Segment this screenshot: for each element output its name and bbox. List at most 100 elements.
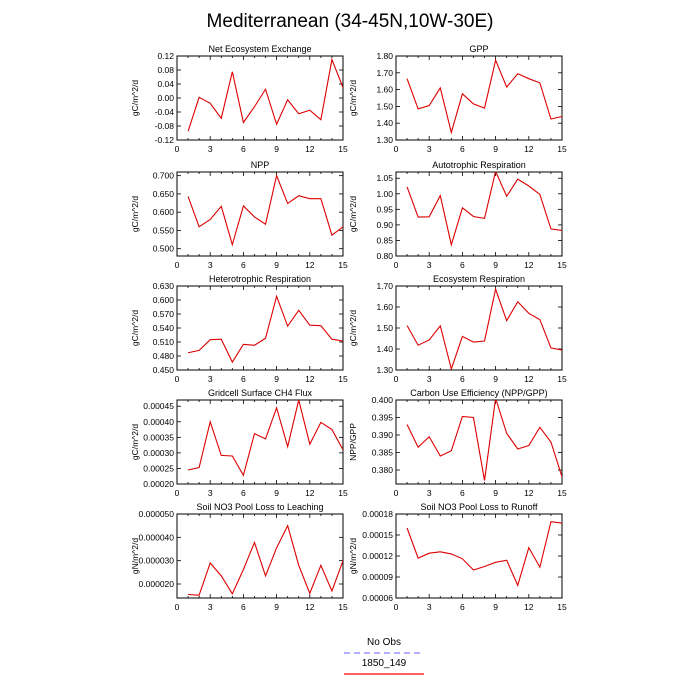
panel-9-title: Soil NO3 Pool Loss to Runoff (421, 502, 538, 512)
panel-2-ytick-label: 0.700 (153, 171, 175, 181)
panel-2-xtick-label: 9 (274, 260, 279, 270)
panel-4-frame (176, 285, 344, 371)
panel-0-ytick-label: 0.12 (157, 51, 174, 61)
panel-2-title: NPP (251, 160, 270, 170)
panel-0-ylabel: gC/m^2/d (130, 80, 140, 116)
panel-5-xtick-label: 6 (460, 374, 465, 384)
panel-6-xtick-label: 12 (305, 488, 315, 498)
panel-0-xtick-label: 6 (241, 144, 246, 154)
panel-3: Autotrophic Respiration 0 3 6 9 12 15 0.80 0.85 0… (348, 160, 567, 270)
panel-4-xtick-label: 12 (305, 374, 315, 384)
panel-6-xtick-label: 9 (274, 488, 279, 498)
panel-6-series-line (187, 400, 343, 477)
panel-3-ylabel: gC/m^2/d (348, 196, 358, 232)
panel-3-xtick-label: 15 (557, 260, 567, 270)
panel-4-ytick-label: 0.510 (153, 337, 175, 347)
panel-5: Ecosystem Respiration 0 3 6 9 12 15 1.30 1.40 1.5… (348, 274, 567, 384)
panel-3-title: Autotrophic Respiration (432, 160, 526, 170)
panel-2-series-line (187, 173, 343, 247)
panel-8-xtick-label: 6 (241, 602, 246, 612)
panel-6-ylabel: gC/m^2/d (130, 424, 140, 460)
panel-7-xtick-label: 9 (493, 488, 498, 498)
panel-4-ytick-label: 0.540 (153, 323, 175, 333)
panel-9-frame (395, 513, 563, 599)
panel-7-xtick-label: 12 (524, 488, 534, 498)
panel-7-ytick-label: 0.395 (372, 413, 394, 423)
panel-5-ylabel: gC/m^2/d (348, 310, 358, 346)
panel-0: Net Ecosystem Exchange 0 3 6 9 12 15 -0.12 -0.08… (130, 44, 348, 154)
panel-4-xtick-label: 6 (241, 374, 246, 384)
panel-6-xtick-label: 0 (175, 488, 180, 498)
figure-title: Mediterranean (34-45N,10W-30E) (207, 11, 494, 32)
panel-5-xtick-label: 12 (524, 374, 534, 384)
panel-1-ytick-label: 1.40 (376, 118, 393, 128)
panel-0-ytick-label: -0.12 (155, 135, 175, 145)
legend-label-no-obs: No Obs (367, 637, 401, 648)
panel-9-ylabel: gN/m^2/d (348, 538, 358, 574)
panel-1-ytick-label: 1.50 (376, 101, 393, 111)
panel-9-ytick-label: 0.00015 (362, 530, 393, 540)
panel-5-ytick-label: 1.30 (376, 365, 393, 375)
panel-0-xtick-label: 3 (208, 144, 213, 154)
panel-0-series-line (187, 57, 343, 132)
panel-2-ytick-label: 0.600 (153, 207, 175, 217)
panel-8-xtick-label: 9 (274, 602, 279, 612)
panels: Net Ecosystem Exchange 0 3 6 9 12 15 -0.12 -0.08… (130, 44, 567, 612)
panel-1-ylabel: gC/m^2/d (348, 80, 358, 116)
panel-0-ytick-label: -0.04 (155, 107, 175, 117)
panel-6-xtick-label: 3 (208, 488, 213, 498)
panel-7-frame (395, 399, 563, 485)
panel-0-ytick-label: 0.04 (157, 79, 174, 89)
panel-1-xtick-label: 12 (524, 144, 534, 154)
panel-1-frame (395, 55, 563, 141)
panel-1: GPP 0 3 6 9 12 15 1.30 1.40 1.50 1.60 1.70 1.80 gC/m^… (348, 44, 567, 154)
panel-9-series-line (406, 521, 562, 588)
panel-3-xtick-label: 9 (493, 260, 498, 270)
panel-4-xtick-label: 9 (274, 374, 279, 384)
panel-0-xtick-label: 12 (305, 144, 315, 154)
panel-8-xtick-label: 12 (305, 602, 315, 612)
panel-9-xtick-label: 12 (524, 602, 534, 612)
panel-2-ytick-label: 0.550 (153, 225, 175, 235)
panel-7-ytick-label: 0.380 (372, 465, 394, 475)
panel-3-xtick-label: 3 (427, 260, 432, 270)
panel-7-title: Carbon Use Efficiency (NPP/GPP) (410, 388, 547, 398)
panel-8-title: Soil NO3 Pool Loss to Leaching (196, 502, 323, 512)
panel-6-frame (176, 399, 344, 485)
panel-4-series-line (187, 294, 343, 364)
panel-0-title: Net Ecosystem Exchange (208, 44, 311, 54)
panel-6-ytick-label: 0.00020 (143, 479, 174, 489)
panel-5-ytick-label: 1.60 (376, 302, 393, 312)
panel-1-series-line (406, 58, 562, 135)
panel-3-xtick-label: 12 (524, 260, 534, 270)
panel-5-ytick-label: 1.40 (376, 344, 393, 354)
panel-3-ytick-label: 1.05 (376, 173, 393, 183)
panel-9-xtick-label: 15 (557, 602, 567, 612)
panel-6-ytick-label: 0.00040 (143, 417, 174, 427)
panel-1-ytick-label: 1.70 (376, 68, 393, 78)
panel-6-xtick-label: 15 (338, 488, 348, 498)
panel-0-xtick-label: 9 (274, 144, 279, 154)
panel-4-ytick-label: 0.630 (153, 281, 175, 291)
panel-8-series-line (188, 524, 343, 596)
panel-2-xtick-label: 3 (208, 260, 213, 270)
panel-7: Carbon Use Efficiency (NPP/GPP) 0 3 6 9 12 15 0… (348, 388, 567, 498)
panel-6-title: Gridcell Surface CH4 Flux (208, 388, 313, 398)
panel-5-ytick-label: 1.50 (376, 323, 393, 333)
panel-9-xtick-label: 9 (493, 602, 498, 612)
panel-1-ytick-label: 1.80 (376, 51, 393, 61)
panel-8-xtick-label: 3 (208, 602, 213, 612)
panel-8-frame (176, 513, 344, 599)
panel-0-ytick-label: 0.08 (157, 65, 174, 75)
panel-3-xtick-label: 0 (394, 260, 399, 270)
panel-7-ytick-label: 0.385 (372, 448, 394, 458)
panel-1-xtick-label: 9 (493, 144, 498, 154)
panel-7-ylabel: NPP/GPP (348, 423, 358, 461)
panel-7-series-line (406, 400, 562, 481)
panel-3-frame (395, 171, 563, 257)
panel-0-xtick-label: 0 (175, 144, 180, 154)
panel-3-ytick-label: 0.90 (376, 220, 393, 230)
panel-2-xtick-label: 0 (175, 260, 180, 270)
panel-8-ytick-label: 0.000020 (139, 579, 175, 589)
